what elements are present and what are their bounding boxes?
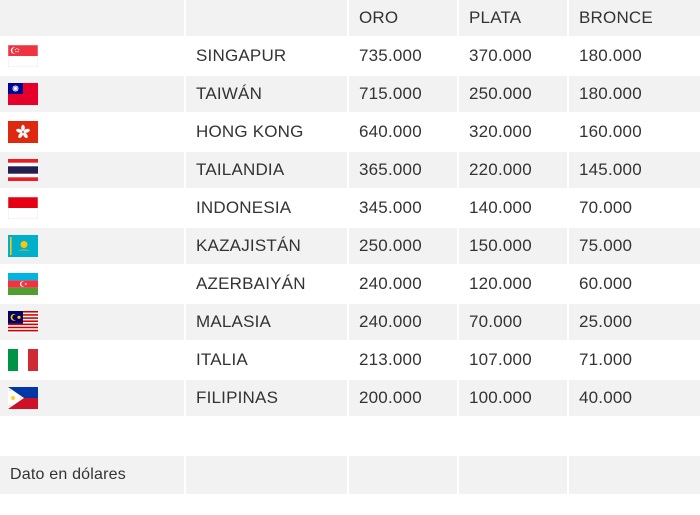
hong-kong-flag-icon [8, 121, 38, 143]
oro-value: 640.000 [349, 114, 459, 152]
plata-value: 150.000 [459, 228, 569, 266]
philippines-flag-icon [8, 387, 38, 409]
table-row: KAZAJISTÁN 250.000 150.000 75.000 [0, 228, 700, 266]
singapore-flag-icon [8, 45, 38, 67]
azerbaijan-flag-icon [8, 273, 38, 295]
header-bronce: BRONCE [569, 0, 700, 38]
bronce-value: 70.000 [569, 190, 700, 228]
plata-value: 370.000 [459, 38, 569, 76]
header-flag [0, 0, 186, 38]
table-row: AZERBAIYÁN 240.000 120.000 60.000 [0, 266, 700, 304]
bronce-value: 25.000 [569, 304, 700, 342]
malaysia-flag-icon [8, 311, 38, 333]
oro-value: 240.000 [349, 266, 459, 304]
bronce-value: 180.000 [569, 76, 700, 114]
bronce-value: 60.000 [569, 266, 700, 304]
country-name: SINGAPUR [186, 38, 349, 76]
oro-value: 200.000 [349, 380, 459, 418]
plata-value: 250.000 [459, 76, 569, 114]
bronce-value: 40.000 [569, 380, 700, 418]
table-row: HONG KONG 640.000 320.000 160.000 [0, 114, 700, 152]
table-row: TAILANDIA 365.000 220.000 145.000 [0, 152, 700, 190]
bronce-value: 71.000 [569, 342, 700, 380]
header-country [186, 0, 349, 38]
oro-value: 735.000 [349, 38, 459, 76]
oro-value: 345.000 [349, 190, 459, 228]
spacer-row [0, 418, 700, 456]
plata-value: 320.000 [459, 114, 569, 152]
plata-value: 220.000 [459, 152, 569, 190]
country-name: AZERBAIYÁN [186, 266, 349, 304]
country-name: MALASIA [186, 304, 349, 342]
oro-value: 715.000 [349, 76, 459, 114]
bronce-value: 145.000 [569, 152, 700, 190]
country-name: HONG KONG [186, 114, 349, 152]
oro-value: 365.000 [349, 152, 459, 190]
table-row: INDONESIA 345.000 140.000 70.000 [0, 190, 700, 228]
table-row: SINGAPUR 735.000 370.000 180.000 [0, 38, 700, 76]
bronce-value: 160.000 [569, 114, 700, 152]
header-row: ORO PLATA BRONCE [0, 0, 700, 38]
table-row: FILIPINAS 200.000 100.000 40.000 [0, 380, 700, 418]
indonesia-flag-icon [8, 197, 38, 219]
plata-value: 70.000 [459, 304, 569, 342]
oro-value: 240.000 [349, 304, 459, 342]
bronce-value: 75.000 [569, 228, 700, 266]
kazakhstan-flag-icon [8, 235, 38, 257]
footer-row: Dato en dólares [0, 456, 700, 496]
prize-table: ORO PLATA BRONCE SINGAPUR 735.000 370.00… [0, 0, 700, 496]
table-row: MALASIA 240.000 70.000 25.000 [0, 304, 700, 342]
thailand-flag-icon [8, 159, 38, 181]
italy-flag-icon [8, 349, 38, 371]
country-name: TAILANDIA [186, 152, 349, 190]
header-plata: PLATA [459, 0, 569, 38]
table-row: TAIWÁN 715.000 250.000 180.000 [0, 76, 700, 114]
oro-value: 250.000 [349, 228, 459, 266]
header-oro: ORO [349, 0, 459, 38]
country-name: KAZAJISTÁN [186, 228, 349, 266]
bronce-value: 180.000 [569, 38, 700, 76]
table-row: ITALIA 213.000 107.000 71.000 [0, 342, 700, 380]
country-name: INDONESIA [186, 190, 349, 228]
country-name: FILIPINAS [186, 380, 349, 418]
plata-value: 140.000 [459, 190, 569, 228]
plata-value: 107.000 [459, 342, 569, 380]
footer-note: Dato en dólares [0, 456, 186, 496]
taiwan-flag-icon [8, 83, 38, 105]
oro-value: 213.000 [349, 342, 459, 380]
country-name: ITALIA [186, 342, 349, 380]
country-name: TAIWÁN [186, 76, 349, 114]
plata-value: 120.000 [459, 266, 569, 304]
plata-value: 100.000 [459, 380, 569, 418]
